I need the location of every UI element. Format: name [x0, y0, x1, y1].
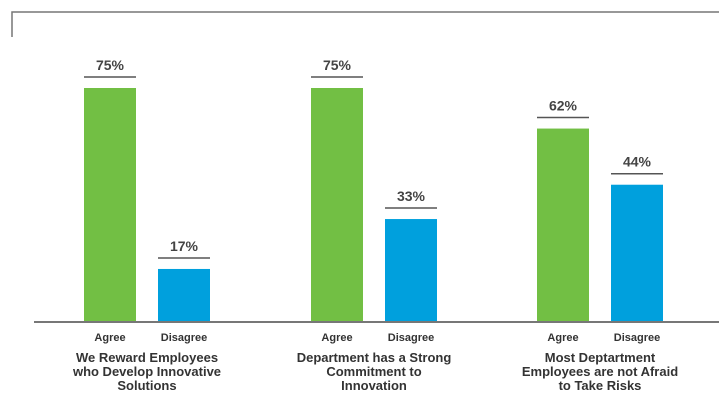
- data-label-disagree-3: 44%: [623, 154, 652, 170]
- chart-frame: [11, 11, 719, 37]
- tick-label-agree-1: Agree: [94, 332, 125, 344]
- category-label-2-line-1: Department has a Strong: [297, 350, 452, 365]
- tick-label-disagree-1: Disagree: [161, 332, 207, 344]
- bar-disagree-2: [385, 219, 437, 322]
- data-label-disagree-1: 17%: [170, 238, 199, 254]
- category-label-2-line-2: Commitment to: [326, 364, 421, 379]
- bar-agree-2: [311, 88, 363, 322]
- category-label-3-line-1: Most Deptartment: [545, 350, 656, 365]
- chart-marks: 75% Agree 17% Disagree We Reward Employeeswh…: [72, 57, 678, 393]
- data-label-disagree-2: 33%: [397, 188, 426, 204]
- category-label-3-line-3: to Take Risks: [559, 378, 642, 393]
- tick-label-disagree-3: Disagree: [614, 332, 660, 344]
- data-label-agree-2: 75%: [323, 57, 352, 73]
- category-label-2-line-3: Innovation: [341, 378, 407, 393]
- tick-label-agree-3: Agree: [547, 332, 578, 344]
- bar-agree-3: [537, 128, 589, 322]
- category-label-3-line-2: Employees are not Afraid: [522, 364, 678, 379]
- data-label-agree-3: 62%: [549, 98, 578, 114]
- category-label-1-line-2: who Develop Innovative: [72, 364, 221, 379]
- category-label-1-line-1: We Reward Employees: [76, 350, 218, 365]
- bar-agree-1: [84, 88, 136, 322]
- tick-label-disagree-2: Disagree: [388, 332, 434, 344]
- data-label-agree-1: 75%: [96, 57, 125, 73]
- category-label-1-line-3: Solutions: [117, 378, 176, 393]
- bar-disagree-3: [611, 184, 663, 322]
- bar-disagree-1: [158, 268, 210, 322]
- tick-label-agree-2: Agree: [321, 332, 352, 344]
